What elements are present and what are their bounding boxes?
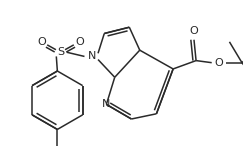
Text: O: O [190,26,198,36]
Text: O: O [75,37,84,47]
Text: O: O [37,37,46,47]
Text: O: O [215,58,223,68]
Text: N: N [102,99,111,109]
Text: S: S [57,47,64,57]
Text: N: N [87,51,96,61]
